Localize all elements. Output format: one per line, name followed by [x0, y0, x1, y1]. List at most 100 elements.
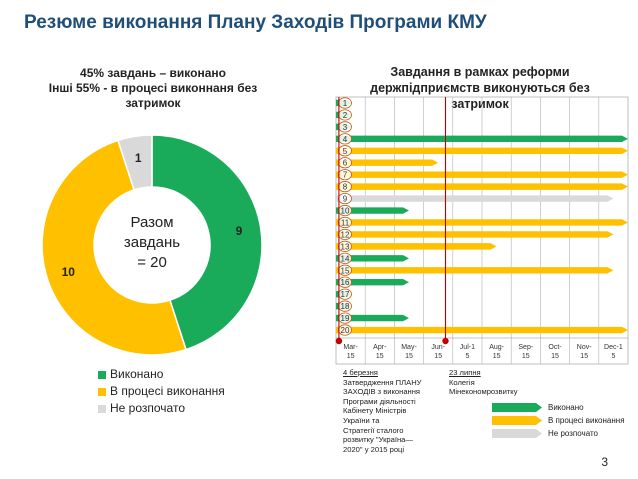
gantt-marker-dot [442, 337, 449, 345]
gantt-tick-label: Aug- [489, 344, 504, 351]
annotation-july: 23 липня Колегія Мінекономрозвитку [449, 368, 544, 397]
annotation-march-line: ЗАХОДІВ з виконання [343, 387, 421, 397]
donut-legend: Виконано В процесі виконання Не розпочат… [98, 366, 225, 417]
legend-label-not-started: Не розпочато [110, 401, 185, 415]
gantt-task-label: 12 [341, 230, 350, 239]
donut-slice-done [151, 134, 263, 351]
legend-swatch-not-started [98, 404, 106, 413]
donut-slice-not-started [117, 134, 153, 191]
gantt-tick-label: Oct- [548, 344, 562, 351]
gantt-bar [336, 326, 628, 334]
gantt-tick-label: 15 [522, 353, 530, 360]
right-subtitle-line3: затримок [451, 97, 509, 111]
legend-label-in-progress: В процесі виконання [110, 384, 225, 398]
gantt-task-label: 7 [343, 171, 348, 180]
legend-item-in-progress: В процесі виконання [98, 383, 225, 400]
gantt-tick-label: 15 [551, 353, 559, 360]
gantt-bar [336, 267, 614, 274]
annotation-march-date: 4 березня [343, 368, 378, 377]
gantt-task-label: 9 [343, 195, 348, 204]
donut-label-not-started: 1 [135, 151, 142, 165]
page-number: 3 [601, 455, 608, 469]
gantt-bar [336, 195, 614, 202]
gantt-task-label: 14 [341, 254, 350, 263]
annotation-july-line: Мінекономрозвитку [449, 387, 518, 397]
donut-slice-in-progress [41, 139, 187, 356]
annotation-march-line: Програми діяльності [343, 396, 416, 406]
gantt-tick-label: 15 [493, 353, 501, 360]
gantt-legend-label-done: Виконано [548, 403, 584, 412]
right-subtitle-line1: Завдання в рамках реформи [390, 65, 570, 79]
gantt-tick-label: 15 [434, 353, 442, 360]
donut-center-label: завдань [124, 234, 180, 251]
gantt-bar [336, 231, 614, 238]
gantt-legend-item-done: Виконано [492, 401, 625, 414]
gantt-task-label: 3 [343, 123, 348, 132]
donut-label-in-progress: 10 [62, 265, 76, 279]
gantt-tick-label: Apr- [373, 344, 387, 351]
right-subtitle-line2: держпідприємств виконуються без [370, 81, 590, 95]
annotation-march-line: Кабінету Міністрів [343, 406, 407, 416]
gantt-task-label: 19 [341, 314, 350, 323]
annotation-march-line: Стратегії сталого [343, 425, 404, 435]
annotation-march-line: Затвердження ПЛАНУ [343, 377, 422, 387]
gantt-tick-label: 15 [405, 353, 413, 360]
page-title: Резюме виконання Плану Заходів Програми … [24, 12, 487, 33]
annotation-march: 4 березня Затвердження ПЛАНУ ЗАХОДІВ з в… [343, 368, 438, 454]
gantt-task-label: 16 [341, 278, 350, 287]
legend-swatch-in-progress [98, 387, 106, 396]
gantt-legend-label-in-progress: В процесі виконання [548, 416, 625, 425]
annotation-march-line: розвитку "Україна— [343, 435, 413, 445]
annotation-march-line: 2020" у 2015 році [343, 444, 405, 454]
annotation-march-line: України та [343, 415, 380, 425]
annotation-july-line: Колегія [449, 377, 475, 387]
gantt-tick-label: 5 [465, 353, 469, 360]
left-subtitle-line2: Інші 55% - в процесі виконнаня без [48, 81, 258, 95]
gantt-tick-label: Mar- [343, 344, 358, 351]
gantt-tick-label: 15 [376, 353, 384, 360]
gantt-task-label: 5 [343, 147, 348, 156]
gantt-tick-label: 15 [580, 353, 588, 360]
gantt-tick-label: 15 [347, 353, 355, 360]
gantt-bar [336, 219, 628, 226]
gantt-tick-label: Jun- [431, 344, 445, 351]
gantt-legend-swatch-done [492, 403, 542, 412]
gantt-bar [336, 279, 409, 286]
gantt-task-label: 20 [341, 326, 350, 335]
donut-label-done: 9 [236, 224, 243, 238]
gantt-bar [336, 207, 409, 214]
gantt-legend-item-not-started: Не розпочато [492, 427, 625, 440]
legend-item-done: Виконано [98, 366, 225, 383]
gantt-bar [336, 255, 409, 262]
gantt-task-label: 8 [343, 183, 348, 192]
gantt-task-label: 6 [343, 159, 348, 168]
legend-swatch-done [98, 370, 106, 379]
gantt-bar [336, 135, 628, 143]
annotation-july-date: 23 липня [449, 368, 481, 377]
left-subtitle-line3: затримок [125, 96, 181, 110]
donut-center-label: Разом [130, 214, 173, 231]
gantt-task-label: 17 [341, 290, 350, 299]
gantt-task-label: 10 [341, 207, 350, 216]
gantt-tick-label: Dec-1 [604, 344, 623, 351]
donut-center-label: = 20 [137, 254, 167, 271]
gantt-task-label: 15 [341, 266, 350, 275]
left-subtitle: 45% завдань – виконано Інші 55% - в проц… [18, 66, 288, 111]
gantt-tick-label: 5 [611, 353, 615, 360]
gantt-bar [336, 183, 628, 190]
gantt-legend-label-not-started: Не розпочато [548, 429, 598, 438]
gantt-task-label: 18 [341, 302, 350, 311]
gantt-tick-label: May- [401, 344, 417, 351]
gantt-task-label: 4 [343, 135, 348, 144]
gantt-task-label: 13 [341, 242, 350, 251]
gantt-bar [336, 147, 628, 154]
left-subtitle-line1: 45% завдань – виконано [80, 66, 226, 80]
gantt-legend: Виконано В процесі виконання Не розпочат… [492, 401, 625, 440]
gantt-bar [336, 243, 497, 250]
gantt-task-label: 1 [343, 99, 348, 108]
gantt-bar [336, 314, 409, 322]
gantt-legend-item-in-progress: В процесі виконання [492, 414, 625, 427]
gantt-task-label: 2 [343, 111, 348, 120]
gantt-legend-swatch-in-progress [492, 416, 542, 425]
